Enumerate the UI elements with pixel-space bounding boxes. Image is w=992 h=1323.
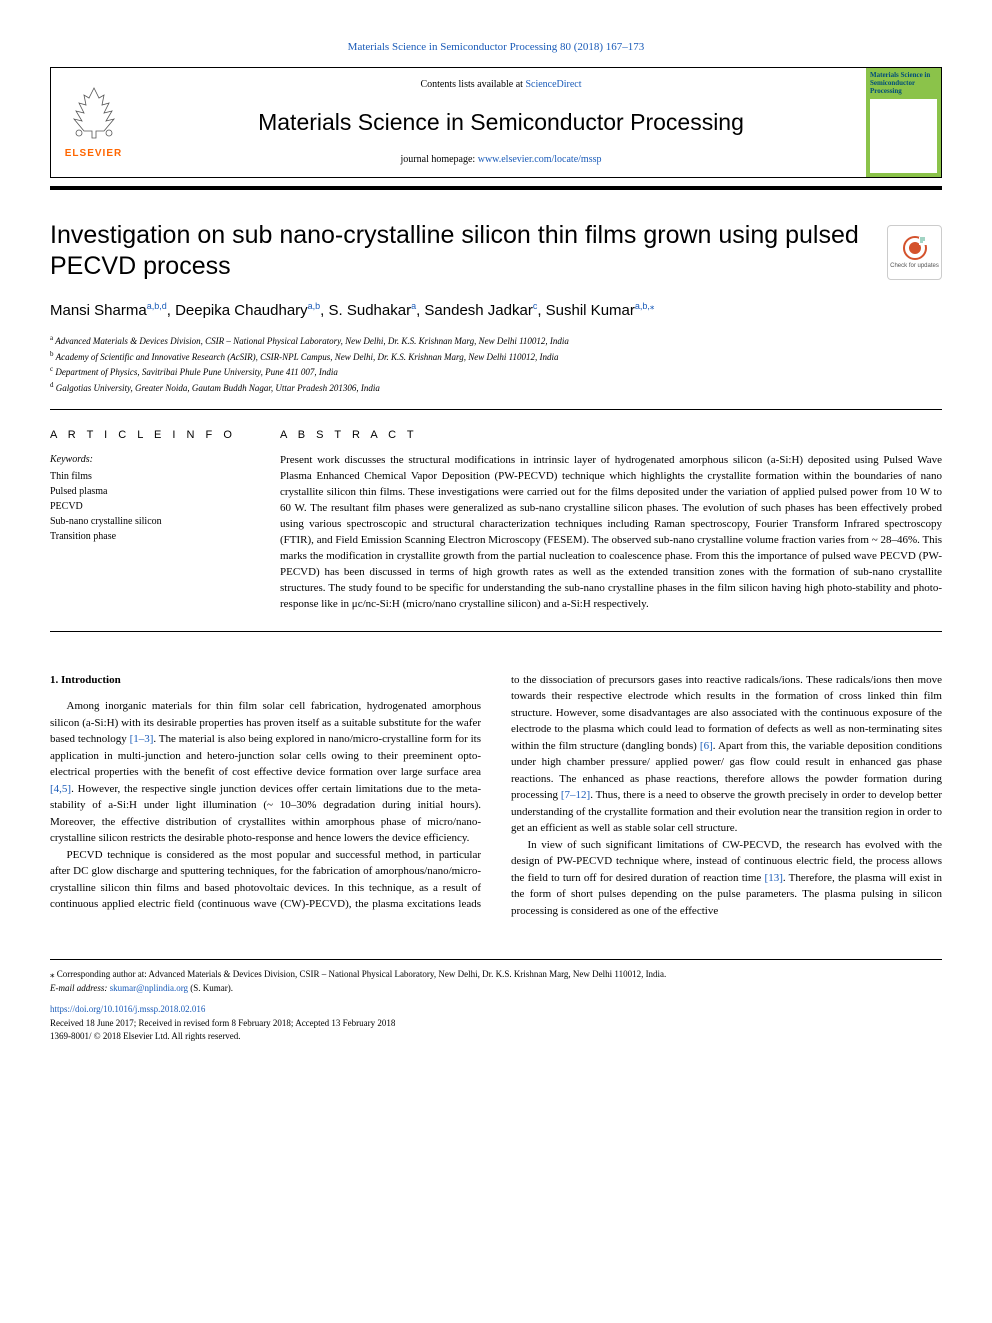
article-info-heading: A R T I C L E I N F O — [50, 428, 250, 443]
keyword: Thin films — [50, 469, 250, 484]
elsevier-logo: ELSEVIER — [51, 68, 136, 176]
affiliation: c Department of Physics, Savitribai Phul… — [50, 364, 942, 380]
abstract: A B S T R A C T Present work discusses t… — [280, 428, 942, 613]
article-title: Investigation on sub nano-crystalline si… — [50, 220, 942, 283]
info-abstract-row: A R T I C L E I N F O Keywords: Thin fil… — [50, 410, 942, 631]
homepage-prefix: journal homepage: — [401, 154, 478, 165]
affiliations: a Advanced Materials & Devices Division,… — [50, 333, 942, 395]
contents-line: Contents lists available at ScienceDirec… — [420, 78, 581, 92]
header-center: Contents lists available at ScienceDirec… — [136, 68, 866, 176]
homepage-line: journal homepage: www.elsevier.com/locat… — [401, 153, 602, 167]
title-text: Investigation on sub nano-crystalline si… — [50, 221, 859, 280]
header-citation[interactable]: Materials Science in Semiconductor Proce… — [50, 40, 942, 55]
abstract-heading: A B S T R A C T — [280, 428, 942, 443]
ref-7-12[interactable]: [7–12] — [561, 789, 590, 801]
affiliation: b Academy of Scientific and Innovative R… — [50, 349, 942, 365]
abstract-text: Present work discusses the structural mo… — [280, 453, 942, 612]
received-line: Received 18 June 2017; Received in revis… — [50, 1017, 942, 1031]
email-line: E-mail address: skumar@nplindia.org (S. … — [50, 982, 942, 996]
elsevier-tree-icon — [64, 83, 124, 143]
journal-name: Materials Science in Semiconductor Proce… — [258, 106, 744, 138]
corresponding-author: ⁎ Corresponding author at: Advanced Mate… — [50, 968, 942, 982]
thick-rule — [50, 186, 942, 190]
body-p3: In view of such significant limitations … — [511, 837, 942, 920]
cover-body — [870, 99, 937, 172]
article-info: A R T I C L E I N F O Keywords: Thin fil… — [50, 428, 250, 613]
ref-1-3[interactable]: [1–3] — [130, 733, 154, 745]
contents-prefix: Contents lists available at — [420, 79, 525, 90]
copyright-line: 1369-8001/ © 2018 Elsevier Ltd. All righ… — [50, 1030, 942, 1044]
homepage-link[interactable]: www.elsevier.com/locate/mssp — [478, 154, 602, 165]
email-link[interactable]: skumar@nplindia.org — [110, 983, 188, 993]
ref-4-5[interactable]: [4,5] — [50, 783, 71, 795]
keywords-label: Keywords: — [50, 453, 250, 467]
email-suffix: (S. Kumar). — [188, 983, 233, 993]
keyword: PECVD — [50, 499, 250, 514]
check-updates-label: Check for updates — [890, 263, 939, 269]
body-section: 1. Introduction Among inorganic material… — [50, 672, 942, 920]
affiliation: d Galgotias University, Greater Noida, G… — [50, 380, 942, 396]
intro-heading: 1. Introduction — [50, 672, 481, 689]
keyword: Pulsed plasma — [50, 484, 250, 499]
cover-title: Materials Science in Semiconductor Proce… — [870, 72, 937, 95]
check-updates-icon — [902, 235, 928, 261]
sciencedirect-link[interactable]: ScienceDirect — [525, 79, 581, 90]
elsevier-text: ELSEVIER — [65, 147, 122, 161]
body-p1: Among inorganic materials for thin film … — [50, 698, 481, 847]
check-updates-badge[interactable]: Check for updates — [887, 225, 942, 280]
keyword: Transition phase — [50, 529, 250, 544]
p1c: . However, the respective single junctio… — [50, 783, 481, 845]
header-box: ELSEVIER Contents lists available at Sci… — [50, 67, 942, 177]
doi-link[interactable]: https://doi.org/10.1016/j.mssp.2018.02.0… — [50, 1003, 942, 1017]
rule-2 — [50, 631, 942, 632]
affiliation: a Advanced Materials & Devices Division,… — [50, 333, 942, 349]
ref-13[interactable]: [13] — [765, 872, 783, 884]
footer: ⁎ Corresponding author at: Advanced Mate… — [50, 959, 942, 1044]
keyword: Sub-nano crystalline silicon — [50, 514, 250, 529]
email-label: E-mail address: — [50, 983, 110, 993]
journal-cover: Materials Science in Semiconductor Proce… — [866, 68, 941, 176]
authors: Mansi Sharmaa,b,d, Deepika Chaudharya,b,… — [50, 300, 942, 321]
ref-6[interactable]: [6] — [700, 740, 713, 752]
